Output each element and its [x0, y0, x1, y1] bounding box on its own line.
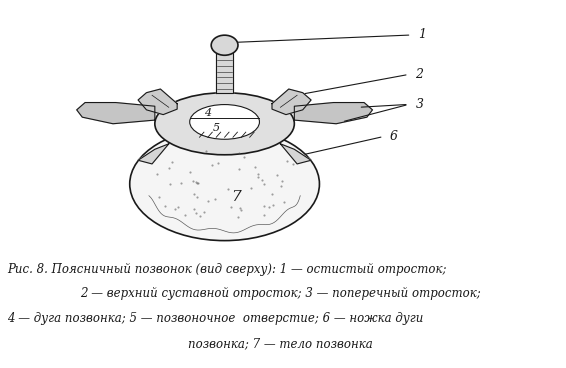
Polygon shape: [294, 103, 372, 124]
Text: 2: 2: [415, 68, 423, 81]
Polygon shape: [138, 89, 177, 114]
Polygon shape: [138, 144, 169, 164]
Text: 4: 4: [204, 108, 212, 118]
Ellipse shape: [155, 93, 294, 155]
Ellipse shape: [211, 35, 238, 55]
Text: Рис. 8. Поясничный позвонок (вид сверху): 1 — остистый отросток;: Рис. 8. Поясничный позвонок (вид сверху)…: [7, 262, 447, 276]
Ellipse shape: [130, 127, 319, 241]
Text: 4 — дуга позвонка; 5 — позвоночное  отверстие; 6 — ножка дуги: 4 — дуга позвонка; 5 — позвоночное отвер…: [7, 312, 423, 325]
Polygon shape: [280, 144, 311, 164]
Polygon shape: [216, 53, 233, 93]
Text: позвонка; 7 — тело позвонка: позвонка; 7 — тело позвонка: [188, 337, 373, 350]
Text: 1: 1: [418, 28, 426, 42]
Text: 7: 7: [231, 190, 241, 204]
Text: 5: 5: [213, 124, 220, 134]
Text: 6: 6: [389, 130, 397, 143]
Text: 3: 3: [415, 98, 423, 111]
Polygon shape: [77, 103, 155, 124]
Text: 2 — верхний суставной отросток; 3 — поперечный отросток;: 2 — верхний суставной отросток; 3 — попе…: [80, 287, 481, 300]
Polygon shape: [272, 89, 311, 114]
Ellipse shape: [190, 105, 259, 139]
